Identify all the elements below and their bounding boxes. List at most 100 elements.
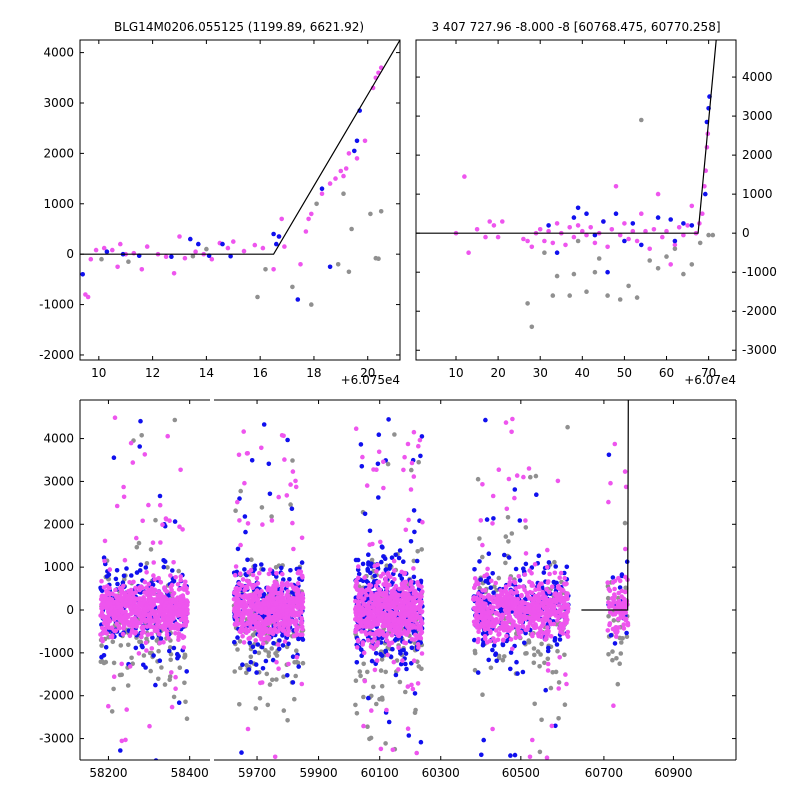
bottom-point	[353, 578, 359, 584]
bottom-point	[419, 609, 425, 614]
bottom-point	[557, 655, 562, 660]
bottom-point	[267, 682, 273, 687]
bottom-point	[612, 628, 618, 634]
bottom-point	[129, 630, 134, 635]
bottom-point	[411, 474, 417, 479]
bottom-y-tick-label: 0	[66, 603, 74, 617]
bottom-point	[536, 592, 542, 597]
bottom-point	[562, 599, 567, 605]
bottom-point	[502, 588, 507, 594]
bottom-point	[152, 577, 157, 582]
bottom-point	[508, 666, 513, 672]
bottom-point	[175, 582, 181, 587]
bottom-point	[539, 581, 544, 586]
bottom-point	[401, 647, 406, 653]
bottom-point	[476, 591, 481, 596]
bottom-point	[115, 601, 121, 606]
bottom-point	[182, 680, 187, 686]
bottom-point	[232, 669, 237, 674]
tr-point	[681, 221, 686, 226]
bottom-point	[252, 563, 258, 569]
bottom-model-line	[581, 400, 629, 611]
bottom-point	[418, 595, 423, 601]
bottom-point	[384, 563, 390, 568]
bottom-point	[553, 564, 558, 569]
tl-point	[204, 246, 209, 252]
bottom-point	[475, 670, 481, 675]
bottom-point	[371, 614, 377, 619]
bottom-point	[358, 673, 363, 679]
bottom-point	[386, 642, 392, 648]
bottom-point	[398, 651, 403, 656]
tr-point	[639, 242, 644, 248]
bottom-point	[484, 640, 490, 645]
bottom-point	[414, 593, 419, 599]
tr-point	[592, 240, 598, 246]
bottom-point	[232, 639, 237, 645]
tr-point	[622, 238, 627, 244]
bottom-point	[545, 668, 551, 673]
bottom-point	[124, 707, 129, 712]
bottom-point	[379, 614, 385, 619]
bottom-point	[271, 640, 276, 646]
bottom-point	[272, 754, 278, 760]
bottom-x-tick-label: 60300	[422, 766, 460, 780]
bottom-point	[144, 648, 149, 653]
tl-y-tick-label: 4000	[43, 46, 74, 60]
bottom-point	[608, 480, 613, 486]
bottom-point	[536, 586, 542, 592]
bottom-point	[299, 681, 305, 687]
bottom-point	[607, 622, 612, 628]
bottom-point	[366, 604, 372, 609]
bottom-point	[614, 656, 619, 661]
bottom-point	[412, 529, 417, 535]
bottom-point	[523, 627, 528, 633]
tl-point	[255, 294, 260, 300]
bottom-point	[413, 707, 418, 713]
bottom-point	[99, 606, 105, 611]
bottom-point	[139, 618, 144, 624]
bottom-point	[101, 620, 107, 626]
bottom-point	[616, 590, 621, 596]
tl-point	[83, 292, 88, 297]
bottom-point	[529, 581, 535, 586]
bottom-point	[148, 622, 153, 628]
bottom-point	[293, 673, 299, 679]
bottom-point	[121, 583, 126, 589]
bottom-point	[241, 429, 246, 434]
bottom-point	[123, 613, 128, 619]
bottom-point	[531, 607, 536, 612]
bottom-point	[184, 600, 190, 606]
bottom-point	[143, 565, 149, 570]
bottom-point	[359, 464, 365, 469]
bottom-point	[151, 560, 156, 565]
bottom-point	[477, 559, 482, 564]
bottom-point	[274, 653, 280, 658]
bottom-point	[493, 628, 499, 633]
bottom-point	[397, 627, 403, 633]
bottom-point	[292, 613, 298, 618]
bottom-point	[402, 611, 407, 617]
bottom-point	[270, 606, 276, 612]
bottom-point	[605, 580, 610, 585]
bottom-point	[403, 631, 409, 637]
bottom-point	[113, 609, 118, 614]
bottom-point	[374, 701, 379, 707]
bottom-point	[353, 678, 359, 683]
bottom-point	[396, 667, 401, 672]
bottom-point	[562, 652, 567, 658]
tl-point	[309, 302, 314, 307]
bottom-point	[358, 442, 364, 447]
bottom-point	[132, 615, 137, 621]
bottom-point	[536, 596, 542, 601]
bottom-point	[266, 650, 272, 655]
bottom-point	[489, 578, 494, 584]
bottom-point	[157, 640, 163, 646]
bottom-point	[156, 609, 162, 614]
bottom-point	[280, 643, 286, 648]
tr-point	[672, 242, 678, 248]
tr-point	[487, 219, 493, 224]
bottom-point	[393, 583, 399, 589]
bottom-point	[403, 772, 408, 777]
bottom-point	[539, 623, 545, 629]
